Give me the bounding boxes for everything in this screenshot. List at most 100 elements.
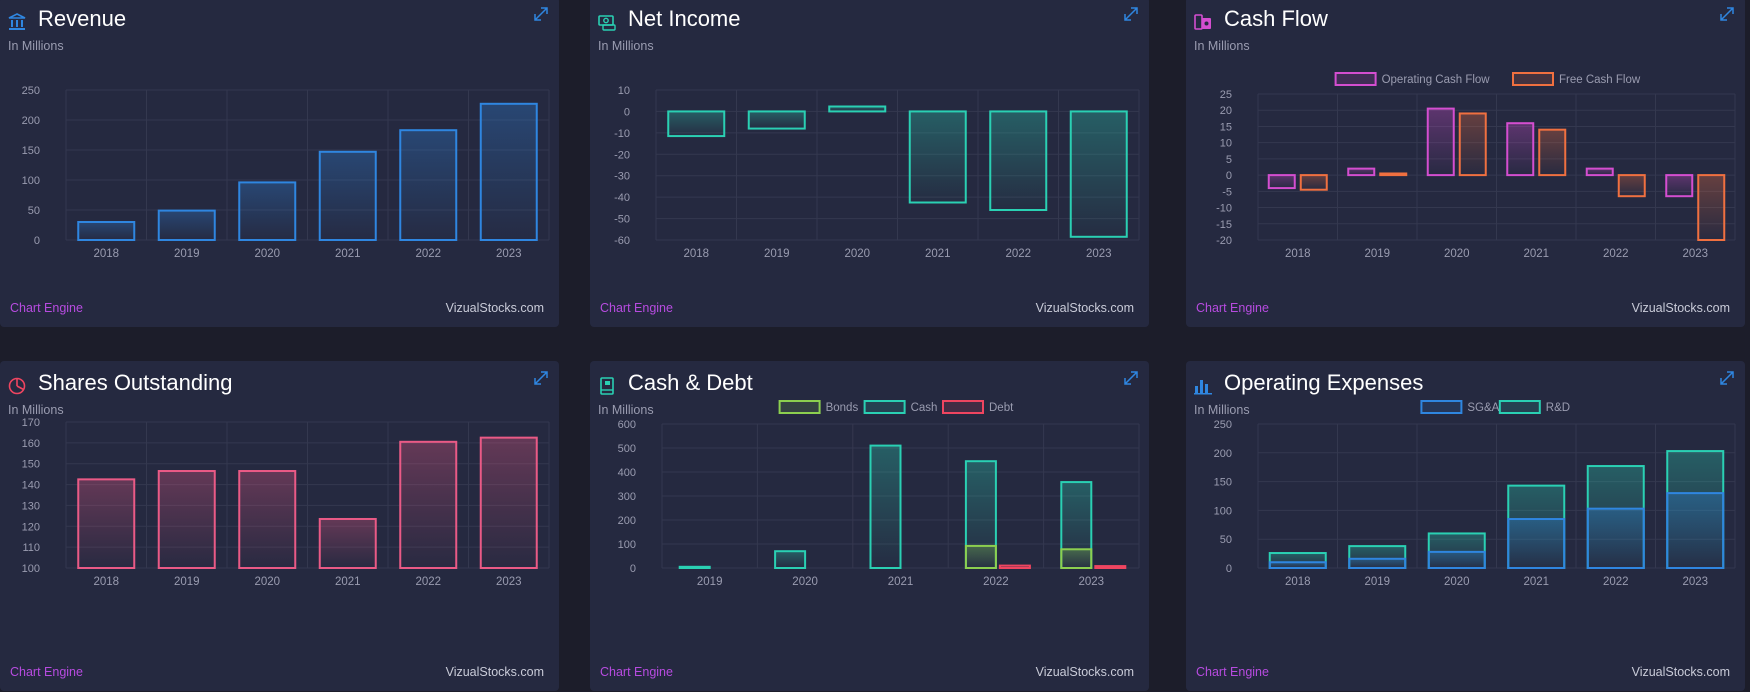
- bar-operating-cash-flow-2018[interactable]: [1267, 174, 1296, 190]
- bar-value-2021[interactable]: [318, 517, 377, 570]
- bar-cash-2020[interactable]: [774, 550, 807, 569]
- legend-swatch-free-cash-flow[interactable]: [1512, 72, 1554, 86]
- money-icon: [598, 15, 616, 31]
- x-tick-label: 2022: [1603, 248, 1629, 260]
- bar-value-2022[interactable]: [399, 129, 458, 241]
- chart-engine-link[interactable]: Chart Engine: [600, 665, 673, 679]
- bar-operating-cash-flow-2023[interactable]: [1665, 174, 1694, 198]
- y-tick-label: 200: [22, 115, 40, 127]
- bar-sg-a-2023[interactable]: [1666, 492, 1725, 569]
- x-tick-label: 2018: [1285, 576, 1311, 588]
- bar-cash-2019[interactable]: [678, 565, 711, 570]
- y-tick-label: 10: [618, 85, 630, 97]
- bar-operating-cash-flow-2022[interactable]: [1585, 167, 1614, 177]
- site-link[interactable]: VizualStocks.com: [445, 665, 544, 679]
- bar-sg-a-2019[interactable]: [1348, 557, 1407, 569]
- bar-operating-cash-flow-2021[interactable]: [1506, 122, 1535, 177]
- bar-value-2020[interactable]: [238, 181, 297, 241]
- legend-label-r-d[interactable]: R&D: [1546, 402, 1570, 414]
- cash-flow-card: Cash Flow In Millions -20 -15 -10 -5 0 5 10 15 2…: [1186, 0, 1745, 327]
- bar-value-2019[interactable]: [157, 209, 216, 242]
- bar-operating-cash-flow-2019[interactable]: [1347, 167, 1376, 177]
- bar-value-2022[interactable]: [399, 440, 458, 569]
- expand-icon[interactable]: [532, 369, 550, 387]
- legend-swatch-debt[interactable]: [942, 400, 984, 414]
- bar-value-2021[interactable]: [318, 150, 377, 241]
- y-tick-label: 0: [34, 235, 40, 247]
- bar-value-2018[interactable]: [77, 478, 136, 569]
- bar-value-2018[interactable]: [667, 110, 726, 138]
- site-link[interactable]: VizualStocks.com: [1035, 665, 1134, 679]
- bar-debt-2023[interactable]: [1094, 565, 1127, 570]
- bar-free-cash-flow-2018[interactable]: [1299, 174, 1328, 191]
- legend-label-operating-cash-flow[interactable]: Operating Cash Flow: [1382, 74, 1491, 86]
- x-tick-label: 2018: [1285, 248, 1311, 260]
- bar-bonds-2022[interactable]: [964, 544, 997, 569]
- chart-engine-link[interactable]: Chart Engine: [600, 301, 673, 315]
- site-link[interactable]: VizualStocks.com: [1631, 665, 1730, 679]
- expand-icon[interactable]: [1718, 5, 1736, 23]
- chart-engine-link[interactable]: Chart Engine: [10, 301, 83, 315]
- chart-engine-link[interactable]: Chart Engine: [1196, 665, 1269, 679]
- bar-bonds-2023[interactable]: [1060, 548, 1093, 569]
- bar-operating-cash-flow-2020[interactable]: [1426, 107, 1455, 177]
- bar-value-2023[interactable]: [479, 436, 538, 570]
- x-tick-label: 2023: [1682, 248, 1708, 260]
- bar-free-cash-flow-2023[interactable]: [1697, 174, 1726, 241]
- bar-free-cash-flow-2021[interactable]: [1538, 128, 1567, 177]
- legend-label-bonds[interactable]: Bonds: [826, 402, 859, 414]
- bar-value-2020[interactable]: [828, 105, 887, 113]
- chart-engine-link[interactable]: Chart Engine: [1196, 301, 1269, 315]
- bar-value-2019[interactable]: [747, 110, 806, 130]
- bar-sg-a-2020[interactable]: [1427, 550, 1486, 569]
- legend-swatch-operating-cash-flow[interactable]: [1334, 72, 1377, 86]
- legend-swatch-r-d[interactable]: [1498, 400, 1541, 414]
- legend-swatch-bonds[interactable]: [778, 400, 821, 414]
- x-tick-label: 2020: [1444, 248, 1470, 260]
- operating-expenses-chart: 0 50 100 150 200 250 2018 2019 2020 2021 2022 2023 S…: [1214, 400, 1736, 588]
- revenue-chart: 0 50 100 150 200 250 2018 2019 2020 2021 2022 2023: [22, 85, 550, 260]
- expand-icon[interactable]: [1718, 369, 1736, 387]
- bar-value-2018[interactable]: [77, 221, 136, 241]
- bar-sg-a-2022[interactable]: [1586, 507, 1645, 569]
- bar-sg-a-2021[interactable]: [1507, 518, 1566, 569]
- x-tick-label: 2022: [415, 248, 441, 260]
- x-tick-label: 2023: [1079, 576, 1105, 588]
- legend-swatch-cash[interactable]: [863, 400, 906, 414]
- bar-free-cash-flow-2022[interactable]: [1617, 174, 1646, 198]
- site-link[interactable]: VizualStocks.com: [1631, 301, 1730, 315]
- site-link[interactable]: VizualStocks.com: [1035, 301, 1134, 315]
- bar-value-2019[interactable]: [157, 470, 216, 569]
- net-income-card: Net Income In Millions -60 -50 -40 -30 -20 -1…: [590, 0, 1149, 327]
- shares-outstanding-chart: 100 110 120 130 140 150 160 170 2018 2019 2020 2021…: [22, 417, 550, 588]
- site-link[interactable]: VizualStocks.com: [445, 301, 544, 315]
- legend-label-free-cash-flow[interactable]: Free Cash Flow: [1559, 74, 1641, 86]
- bar-free-cash-flow-2019[interactable]: [1379, 172, 1408, 177]
- x-tick-label: 2018: [683, 248, 709, 260]
- y-tick-label: 500: [618, 443, 636, 455]
- legend-label-debt[interactable]: Debt: [989, 402, 1014, 414]
- y-tick-label: 150: [1214, 477, 1232, 489]
- legend-swatch-sg-a[interactable]: [1420, 400, 1463, 414]
- bar-value-2021[interactable]: [908, 110, 967, 204]
- bar-sg-a-2018[interactable]: [1268, 561, 1327, 570]
- y-tick-label: -5: [1222, 186, 1232, 198]
- bar-value-2020[interactable]: [238, 470, 297, 569]
- x-tick-label: 2021: [1523, 576, 1549, 588]
- expand-icon[interactable]: [1122, 5, 1140, 23]
- cash-debt-card: Cash & Debt In Millions 0 100 200 300 400 500…: [590, 361, 1149, 691]
- legend-label-sg-a[interactable]: SG&A: [1467, 402, 1499, 414]
- chart-engine-link[interactable]: Chart Engine: [10, 665, 83, 679]
- bar-value-2023[interactable]: [1069, 110, 1128, 238]
- expand-icon[interactable]: [532, 5, 550, 23]
- bar-free-cash-flow-2020[interactable]: [1458, 112, 1487, 177]
- expand-icon[interactable]: [1122, 369, 1140, 387]
- card-subtitle: In Millions: [598, 39, 654, 53]
- bar-debt-2022[interactable]: [998, 564, 1031, 570]
- bar-cash-2021[interactable]: [869, 444, 902, 569]
- bar-value-2022[interactable]: [989, 110, 1048, 211]
- bar-value-2023[interactable]: [479, 102, 538, 241]
- legend-label-cash[interactable]: Cash: [911, 402, 938, 414]
- y-tick-label: -50: [614, 214, 630, 226]
- x-tick-label: 2023: [1086, 248, 1112, 260]
